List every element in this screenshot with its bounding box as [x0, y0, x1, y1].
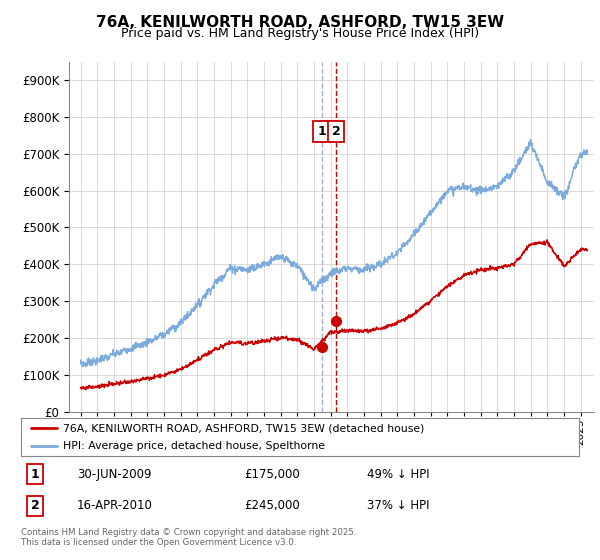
Text: Contains HM Land Registry data © Crown copyright and database right 2025.
This d: Contains HM Land Registry data © Crown c… — [21, 528, 356, 547]
Text: 1: 1 — [317, 125, 326, 138]
Text: 30-JUN-2009: 30-JUN-2009 — [77, 468, 151, 480]
Text: 76A, KENILWORTH ROAD, ASHFORD, TW15 3EW: 76A, KENILWORTH ROAD, ASHFORD, TW15 3EW — [96, 15, 504, 30]
Text: £245,000: £245,000 — [244, 499, 300, 512]
Text: 16-APR-2010: 16-APR-2010 — [77, 499, 152, 512]
Text: 2: 2 — [31, 499, 40, 512]
Text: 1: 1 — [31, 468, 40, 480]
Text: 76A, KENILWORTH ROAD, ASHFORD, TW15 3EW (detached house): 76A, KENILWORTH ROAD, ASHFORD, TW15 3EW … — [63, 423, 424, 433]
Text: 2: 2 — [332, 125, 341, 138]
Text: HPI: Average price, detached house, Spelthorne: HPI: Average price, detached house, Spel… — [63, 441, 325, 451]
Text: 49% ↓ HPI: 49% ↓ HPI — [367, 468, 430, 480]
Text: £175,000: £175,000 — [244, 468, 300, 480]
Text: Price paid vs. HM Land Registry's House Price Index (HPI): Price paid vs. HM Land Registry's House … — [121, 27, 479, 40]
Text: 37% ↓ HPI: 37% ↓ HPI — [367, 499, 430, 512]
